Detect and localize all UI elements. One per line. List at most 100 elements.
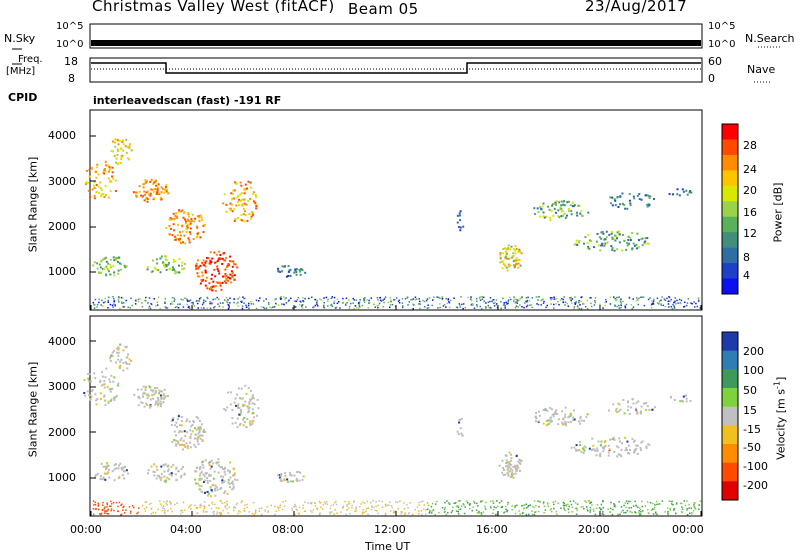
velocity-data-point [238,407,241,410]
power-data-point [495,304,498,306]
velocity-data-point [393,510,395,512]
power-data-point [143,199,146,202]
power-data-point [316,305,319,307]
velocity-data-point [251,420,254,423]
power-data-point [202,231,205,234]
power-data-point [620,304,623,307]
velocity-data-point [620,506,623,508]
power-data-point [174,238,177,241]
velocity-data-point [597,440,600,443]
velocity-data-point [264,510,267,512]
vel-cb-tick-50: 50 [743,384,757,397]
power-data-point [178,209,181,212]
noise-panel-frame [89,23,703,49]
velocity-data-point [143,392,146,395]
velocity-data-point [613,503,615,505]
velocity-data-point [587,500,589,502]
velocity-data-point [640,511,642,513]
power-data-point [620,298,622,300]
power-data-point [521,296,523,299]
velocity-data-point [371,505,373,507]
velocity-data-point [469,503,471,505]
velocity-data-point [159,478,162,481]
velocity-data-point [177,470,180,473]
power-data-point [553,303,555,306]
power-data-point [93,186,96,189]
velocity-data-point [466,502,469,504]
velocity-data-point [681,511,684,514]
velocity-data-point [246,405,249,408]
power-data-point [255,196,258,199]
velocity-data-point [633,439,636,442]
velocity-data-point [202,430,205,433]
velocity-data-point [302,504,304,507]
velocity-data-point [667,513,669,516]
velocity-data-point [504,473,507,476]
power-colorbar-swatch [722,263,738,280]
velocity-data-point [237,403,240,406]
power-data-point [651,303,653,305]
power-data-point [197,267,200,270]
power-data-point [151,188,154,191]
power-data-point [181,230,184,233]
power-data-point [339,307,341,309]
power-data-point [540,299,543,301]
velocity-data-point [334,509,336,511]
velocity-data-point [146,472,149,475]
power-data-point [580,209,583,212]
velocity-data-point [611,438,614,441]
power-data-point [155,184,158,187]
power-data-point [243,302,245,304]
velocity-data-point [144,501,147,503]
velocity-data-point [159,405,162,408]
velocity-data-point [266,505,269,508]
power-data-point [493,305,496,307]
power-data-point [243,188,246,191]
velocity-data-point [184,509,186,512]
power-data-point [225,297,228,299]
velocity-data-point [198,484,201,487]
velocity-data-point [279,504,281,507]
velocity-data-point [561,410,564,413]
velocity-data-point [233,472,236,475]
velocity-data-point [93,372,96,375]
power-data-point [620,303,622,306]
power-data-point [100,195,103,198]
power-data-point [252,303,255,305]
velocity-data-point [518,458,521,461]
velocity-data-point [211,501,213,504]
velocity-data-point [514,512,517,515]
velocity-data-point [581,447,584,450]
power-data-point [690,302,692,304]
power-data-point [514,259,517,262]
velocity-data-point [461,434,464,437]
velocity-data-point [172,463,175,466]
power-data-point [587,211,590,214]
xtick-0000: 00:00 [70,523,102,536]
power-data-point [570,210,573,213]
power-data-point [573,243,576,246]
velocity-data-point [508,462,511,465]
velocity-data-point [635,448,638,451]
power-data-point [113,155,116,158]
velocity-data-point [117,505,119,508]
velocity-data-point [190,433,193,436]
velocity-data-point [208,504,210,507]
velocity-data-point [693,504,695,506]
power-data-point [160,186,163,189]
power-data-point [143,299,146,302]
power-data-point [155,268,158,271]
velocity-data-point [561,421,564,424]
power-data-point [635,247,638,250]
power-data-point [129,307,131,309]
velocity-data-point [573,409,576,412]
velocity-data-point [215,462,218,465]
velocity-data-point [469,507,471,510]
velocity-data-point [279,506,281,509]
power-data-point [569,204,572,207]
velocity-data-point [435,503,437,505]
velocity-data-point [140,401,143,404]
power-data-point [491,300,493,303]
velocity-data-point [331,511,333,513]
power-data-point [376,296,379,299]
